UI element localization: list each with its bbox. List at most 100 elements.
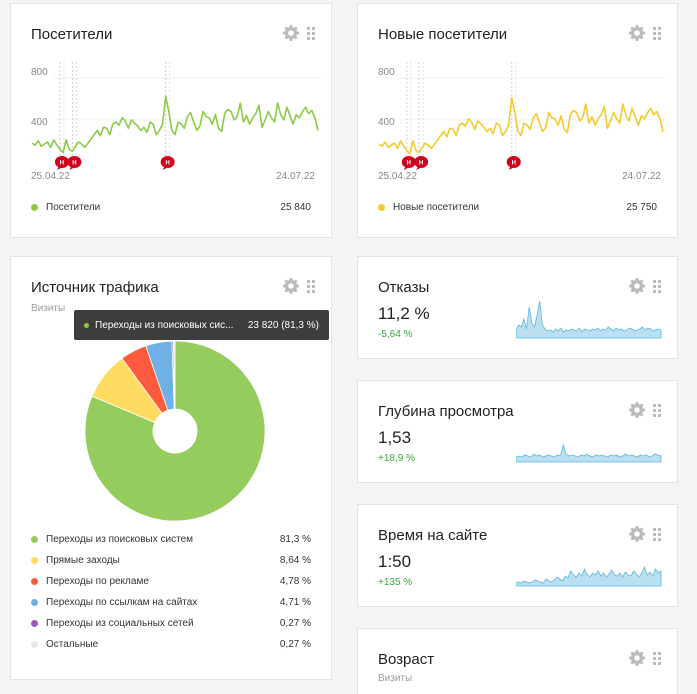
legend-label: Посетители: [46, 202, 101, 213]
note-marker-icon: Н: [414, 156, 429, 170]
sparkline-area: [516, 300, 662, 339]
legend-dot: [31, 578, 38, 585]
card-tools: [283, 278, 315, 294]
drag-handle-icon[interactable]: [653, 651, 661, 665]
legend-value: 25 750: [626, 202, 657, 213]
depth-sparkline[interactable]: [516, 433, 662, 463]
legend-value: 0,27 %: [279, 639, 311, 650]
legend-label: Прямые заходы: [46, 555, 120, 566]
depth-card: Глубина просмотра 1,53 +18,9 %: [357, 380, 678, 483]
legend-dot: [31, 620, 38, 627]
note-marker-label: Н: [407, 161, 411, 167]
metric-delta: +18,9 %: [378, 453, 415, 464]
y-tick-800: 800: [378, 67, 395, 78]
card-tools: [629, 278, 661, 294]
gear-icon[interactable]: [629, 278, 645, 294]
age-card: Возраст Визиты: [357, 628, 678, 694]
time-sparkline[interactable]: [516, 555, 662, 587]
metric-value: 1:50: [378, 552, 412, 571]
card-title: Время на сайте: [378, 527, 488, 544]
metric-delta: -5,64 %: [378, 329, 413, 340]
card-tools: [629, 25, 661, 41]
legend-dot: [31, 599, 38, 606]
card-title: Посетители: [31, 26, 113, 43]
legend-value: 4,78 %: [279, 576, 311, 587]
legend-label: Переходы из социальных сетей: [46, 618, 194, 629]
gear-icon[interactable]: [283, 25, 299, 41]
x-end-label: 24.07.22: [622, 171, 661, 182]
legend-dot: [31, 536, 38, 543]
card-subtitle: Визиты: [378, 673, 413, 684]
legend-value: 0,27 %: [279, 618, 311, 629]
metric-value: 11,2 %: [378, 304, 430, 323]
bounce-card: Отказы 11,2 % -5,64 %: [357, 256, 678, 359]
metric-delta: +135 %: [378, 577, 413, 588]
series-line: [31, 95, 319, 154]
drag-handle-icon[interactable]: [653, 279, 661, 293]
metric-value: 1,53: [378, 428, 412, 447]
card-subtitle: Визиты: [31, 303, 66, 314]
card-title: Глубина просмотра: [378, 403, 514, 420]
card-title: Возраст: [378, 651, 435, 668]
note-marker-icon: Н: [506, 156, 521, 170]
pie-slice: [173, 340, 176, 410]
legend-value: 4,71 %: [279, 597, 311, 608]
card-tools: [629, 650, 661, 666]
legend-label: Переходы из поисковых систем: [46, 534, 194, 545]
series-line: [378, 97, 664, 155]
gear-icon[interactable]: [629, 402, 645, 418]
card-tools: [629, 526, 661, 542]
sparkline-area: [516, 443, 662, 463]
y-tick-400: 400: [31, 117, 48, 128]
legend-item-ads[interactable]: Переходы по рекламе 4,78 %: [31, 576, 311, 587]
legend-label: Переходы по рекламе: [46, 576, 149, 587]
traffic-pie-chart[interactable]: [81, 337, 269, 525]
legend-item-other[interactable]: Остальные 0,27 %: [31, 639, 311, 650]
y-tick-400: 400: [378, 117, 395, 128]
note-marker-icon: Н: [160, 156, 175, 170]
drag-handle-icon[interactable]: [653, 527, 661, 541]
note-marker-label: Н: [166, 161, 170, 167]
gear-icon[interactable]: [629, 526, 645, 542]
legend-label: Остальные: [46, 639, 99, 650]
note-marker-label: Н: [72, 161, 76, 167]
note-marker-label: Н: [60, 161, 64, 167]
pie-tooltip: Переходы из поисковых сис... 23 820 (81,…: [74, 310, 329, 340]
gear-icon[interactable]: [629, 650, 645, 666]
tooltip-value: 23 820 (81,3 %): [247, 319, 319, 331]
legend-label: Переходы по ссылкам на сайтах: [46, 597, 198, 608]
gear-icon[interactable]: [283, 278, 299, 294]
legend-item[interactable]: Новые посетители 25 750: [378, 202, 657, 213]
drag-handle-icon[interactable]: [653, 26, 661, 40]
legend-dot: [31, 641, 38, 648]
gear-icon[interactable]: [629, 25, 645, 41]
card-title: Новые посетители: [378, 26, 508, 43]
card-tools: [283, 25, 315, 41]
drag-handle-icon[interactable]: [307, 26, 315, 40]
sparkline-area: [516, 565, 662, 587]
drag-handle-icon[interactable]: [653, 403, 661, 417]
pie-slice: [84, 340, 266, 522]
note-marker-label: Н: [512, 161, 516, 167]
card-tools: [629, 402, 661, 418]
legend-item-direct[interactable]: Прямые заходы 8,64 %: [31, 555, 311, 566]
drag-handle-icon[interactable]: [307, 279, 315, 293]
visitors-card: Посетители 800 400 Н Н Н 25.04.22 24.07.22…: [10, 3, 332, 238]
x-start-label: 25.04.22: [31, 171, 70, 182]
legend-value: 25 840: [280, 202, 311, 213]
legend-item-search[interactable]: Переходы из поисковых систем 81,3 %: [31, 534, 311, 545]
time-on-site-card: Время на сайте 1:50 +135 %: [357, 504, 678, 607]
legend-item-links[interactable]: Переходы по ссылкам на сайтах 4,71 %: [31, 597, 311, 608]
legend-item-social[interactable]: Переходы из социальных сетей 0,27 %: [31, 618, 311, 629]
tooltip-dot: [84, 322, 89, 328]
card-title: Источник трафика: [31, 279, 159, 296]
bounce-sparkline[interactable]: [516, 299, 662, 339]
note-marker-label: Н: [419, 161, 423, 167]
y-tick-800: 800: [31, 67, 48, 78]
legend-value: 8,64 %: [279, 555, 311, 566]
legend-value: 81,3 %: [279, 534, 311, 545]
note-marker-icon: Н: [67, 156, 82, 170]
legend-item[interactable]: Посетители 25 840: [31, 202, 311, 213]
